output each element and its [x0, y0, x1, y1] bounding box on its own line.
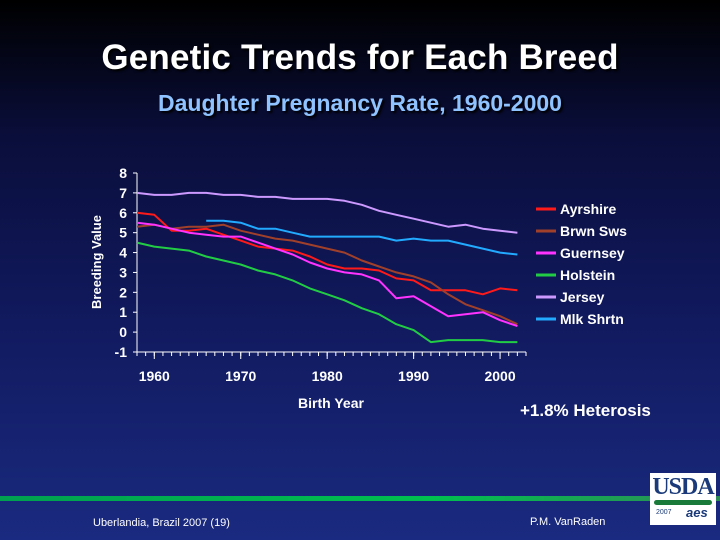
usda-logo-text: USDA: [652, 474, 714, 500]
footer-author: P.M. VanRaden: [530, 516, 606, 528]
aes-logo: aes: [686, 505, 708, 520]
legend-label-guernsey: Guernsey: [560, 245, 625, 261]
y-tick-label: 2: [119, 284, 127, 300]
slide-subtitle: Daughter Pregnancy Rate, 1960-2000: [158, 90, 562, 116]
legend-label-holstein: Holstein: [560, 267, 615, 283]
legend-label-brwn-sws: Brwn Sws: [560, 223, 627, 239]
y-tick-label: 5: [119, 225, 127, 241]
y-tick-label: 1: [119, 304, 127, 320]
y-tick-label: 3: [119, 264, 127, 280]
y-tick-label: 8: [119, 165, 127, 181]
legend-label-jersey: Jersey: [560, 289, 605, 305]
series-line-guernsey: [136, 221, 518, 328]
footer-bar: [0, 496, 720, 501]
y-tick-label: 0: [119, 324, 127, 340]
x-axis-label: Birth Year: [298, 395, 364, 411]
x-tick-label: 1970: [225, 368, 256, 384]
x-tick-label: 1990: [398, 368, 429, 384]
usda-logo-year: 2007: [656, 509, 672, 516]
legend-label-ayrshire: Ayrshire: [560, 201, 617, 217]
y-tick-label: 6: [119, 205, 127, 221]
slide-title: Genetic Trends for Each Breed: [101, 38, 619, 77]
y-axis-label: Breeding Value: [89, 215, 104, 309]
series-line-mlk-shrtn: [206, 219, 518, 256]
footer-location: Uberlandia, Brazil 2007 (19): [93, 517, 230, 529]
series-line-brwn-sws: [136, 223, 518, 326]
heterosis-annotation: +1.8% Heterosis: [520, 401, 651, 420]
y-tick-label: -1: [115, 344, 128, 360]
usda-logo-swoosh: [654, 500, 712, 505]
y-tick-label: 4: [119, 245, 127, 261]
x-tick-label: 1980: [312, 368, 343, 384]
x-tick-label: 1960: [139, 368, 170, 384]
series-line-jersey: [136, 191, 518, 234]
y-tick-label: 7: [119, 185, 127, 201]
legend-label-mlk-shrtn: Mlk Shrtn: [560, 311, 624, 327]
x-tick-label: 2000: [484, 368, 515, 384]
usda-logo: USDA 2007 aes: [650, 473, 716, 525]
series-line-ayrshire: [136, 211, 518, 296]
series-line-holstein: [136, 241, 518, 344]
